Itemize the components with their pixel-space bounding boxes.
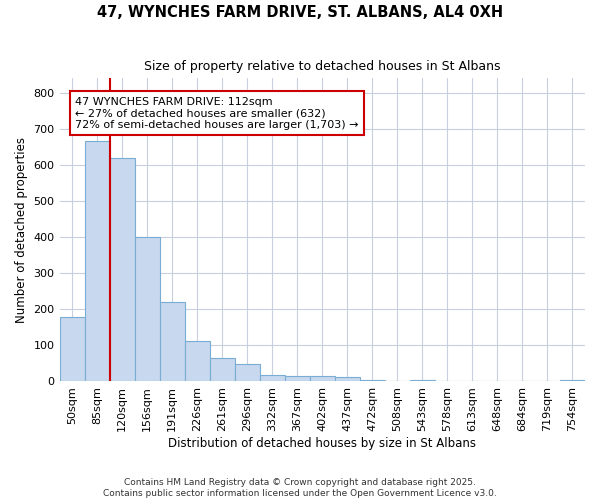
Text: 47 WYNCHES FARM DRIVE: 112sqm
← 27% of detached houses are smaller (632)
72% of : 47 WYNCHES FARM DRIVE: 112sqm ← 27% of d…	[76, 96, 359, 130]
Bar	[260, 375, 285, 382]
Bar	[410, 380, 435, 382]
X-axis label: Distribution of detached houses by size in St Albans: Distribution of detached houses by size …	[168, 437, 476, 450]
Bar	[110, 158, 134, 382]
Bar	[360, 380, 385, 382]
Bar	[310, 376, 335, 382]
Bar	[85, 142, 110, 382]
Bar	[185, 341, 209, 382]
Bar	[235, 364, 260, 382]
Text: Contains HM Land Registry data © Crown copyright and database right 2025.
Contai: Contains HM Land Registry data © Crown c…	[103, 478, 497, 498]
Bar	[285, 376, 310, 382]
Title: Size of property relative to detached houses in St Albans: Size of property relative to detached ho…	[144, 60, 500, 73]
Bar	[59, 316, 85, 382]
Bar	[560, 380, 585, 382]
Bar	[160, 302, 185, 382]
Text: 47, WYNCHES FARM DRIVE, ST. ALBANS, AL4 0XH: 47, WYNCHES FARM DRIVE, ST. ALBANS, AL4 …	[97, 5, 503, 20]
Bar	[134, 237, 160, 382]
Bar	[335, 377, 360, 382]
Bar	[209, 358, 235, 382]
Y-axis label: Number of detached properties: Number of detached properties	[15, 137, 28, 323]
